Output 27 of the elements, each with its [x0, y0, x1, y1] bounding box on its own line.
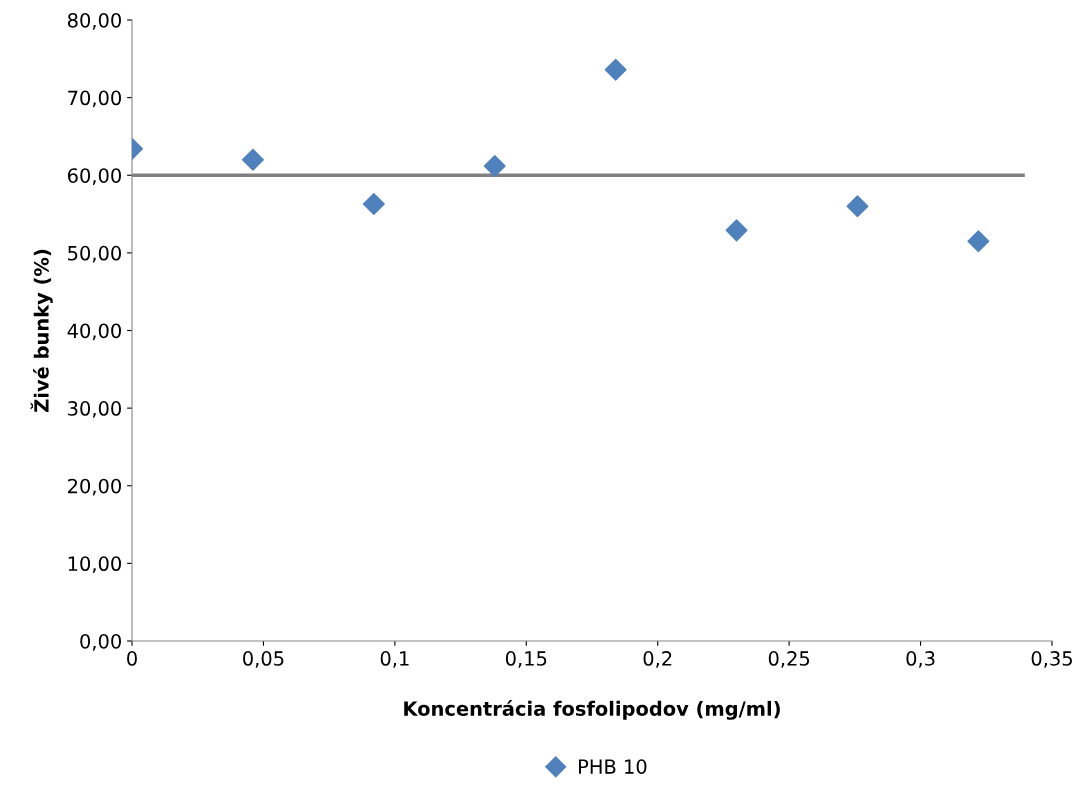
- y-tick-label: 0,00: [80, 633, 121, 651]
- x-tick-label: 0: [127, 651, 137, 666]
- y-tick-label: 60,00: [67, 168, 121, 185]
- x-tick-label: 0,2: [643, 651, 672, 668]
- point: [241, 148, 264, 171]
- point: [604, 58, 627, 81]
- point: [362, 192, 385, 215]
- point: [967, 230, 990, 253]
- x-tick-label: 0,25: [768, 651, 810, 668]
- x-tick-label: 0,1: [380, 651, 409, 668]
- y-tick-label: 80,00: [67, 12, 121, 30]
- y-tick-label: 70,00: [68, 90, 121, 108]
- y-tick-label: 50,00: [68, 245, 121, 263]
- point: [483, 154, 506, 177]
- y-tick-label: 40,00: [67, 323, 121, 341]
- legend-label: PHB 10: [579, 759, 647, 774]
- x-tick-label: 0,3: [906, 651, 935, 668]
- x-tick-label: 0,15: [505, 651, 547, 668]
- point: [846, 195, 869, 218]
- y-tick-label: 20,00: [68, 478, 121, 496]
- y-tick-label: 10,00: [68, 556, 121, 574]
- point: [725, 219, 748, 242]
- y-axis-title: Živé bunky (%): [30, 249, 53, 412]
- y-tick-label: 30,00: [68, 401, 121, 418]
- x-tick-label: 0,05: [243, 651, 284, 668]
- x-tick-label: 0,35: [1031, 651, 1072, 668]
- x-axis-title: Koncentrácia fosfolipodov (mg/ml): [404, 700, 780, 720]
